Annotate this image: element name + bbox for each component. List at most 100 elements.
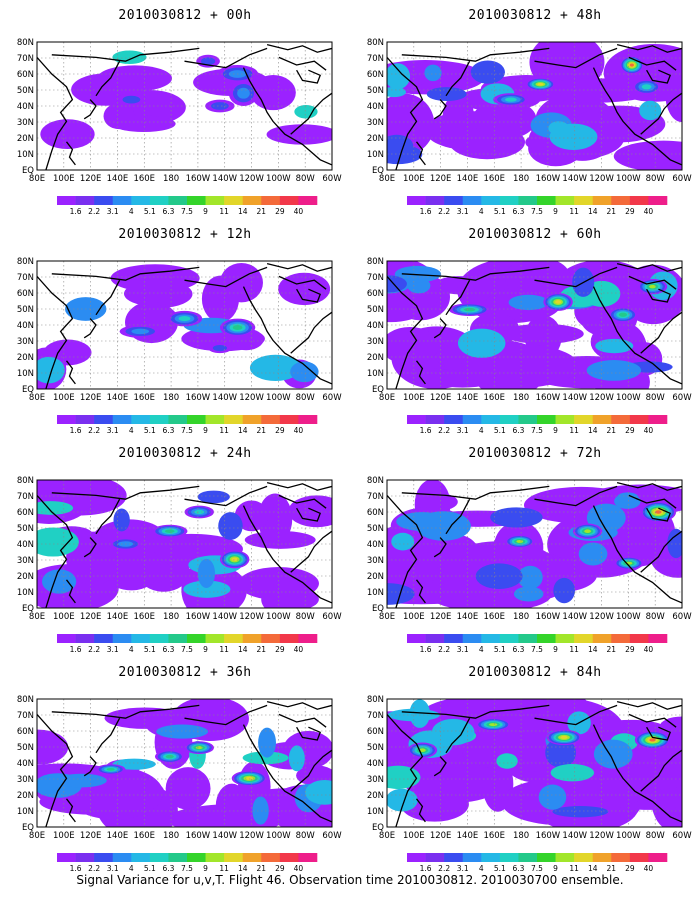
colorbar-swatch [499,415,519,424]
colorbar-label: 6.3 [512,207,524,216]
x-tick-label: 100W [266,831,291,841]
coastline [65,798,76,823]
colorbar-label: 7.5 [531,864,543,873]
x-tick-label: 80E [29,393,45,403]
coastline [65,579,76,604]
y-tick-label: 70N [17,711,34,721]
y-tick-label: 10N [367,369,384,379]
colorbar-label: 4 [479,207,484,216]
colorbar-label: 3.1 [457,645,469,654]
coastline [445,279,471,316]
x-tick-label: 120W [239,393,264,403]
colorbar-label: 1.6 [70,864,82,873]
variance-maximum [201,57,216,66]
colorbar-swatch [57,196,76,205]
colorbar-swatch [537,196,556,205]
variance-field [387,63,411,90]
colorbar-label: 6.3 [162,645,174,654]
variance-maximum [649,284,656,289]
variance-field [110,264,200,293]
y-tick-label: 60N [17,508,34,518]
colorbar-label: 1.6 [70,426,82,435]
colorbar-label: 5.1 [144,645,156,654]
variance-maximum [165,754,174,759]
colorbar-swatch [149,196,169,205]
colorbar-swatch [574,634,594,643]
colorbar-swatch [592,415,612,424]
variance-field [165,767,211,810]
x-tick-label: 140E [457,174,479,184]
coastline [616,262,682,272]
x-tick-label: 180 [163,393,179,403]
panel-title: 2010030812 + 60h [468,227,602,242]
colorbar-label: 3.1 [107,864,119,873]
map-layer [387,261,682,389]
map-layer [37,699,332,827]
coastline [242,286,332,385]
colorbar: 1.6 2.2 3.1 4 5.1 6.3 7.5 9 11 14 21 29 40 [57,634,318,654]
y-tick-label: 20N [367,791,384,801]
y-tick-label: 50N [17,524,34,534]
colorbar-swatch [611,415,631,424]
colorbar-label: 5.1 [144,864,156,873]
colorbar-swatch [648,634,668,643]
x-tick-label: 180 [163,831,179,841]
colorbar-label: 29 [625,864,635,873]
colorbar-swatch [537,634,556,643]
figure-caption: Signal Variance for u,v,T. Flight 46. Ob… [76,873,624,887]
variance-field [37,356,65,384]
panel-title: 2010030812 + 36h [118,665,252,680]
x-tick-label: 120W [589,831,614,841]
variance-field [595,338,634,354]
colorbar-label: 40 [294,426,304,435]
coastline [628,275,677,290]
variance-field [502,323,584,344]
x-tick-label: 100E [403,393,425,403]
variance-field [197,558,216,588]
x-tick-label: 160E [133,831,155,841]
colorbar-label: 6.3 [162,426,174,435]
y-tick-label: 10N [17,369,34,379]
coastline [290,92,332,135]
variance-field [553,577,575,604]
x-tick-label: 60W [672,393,692,403]
x-tick-label: 160W [536,831,561,841]
coastline [296,288,322,303]
colorbar-label: 7.5 [181,864,193,873]
y-tick-label: 60N [17,727,34,737]
colorbar-swatch [224,196,244,205]
colorbar-swatch [224,415,244,424]
map-chart: 80E 100E 120E 140E 160E 180 160W 140W 120W 100W 80… [367,695,692,873]
coastline [401,485,550,500]
coastline [534,47,618,69]
colorbar-swatch [592,853,612,862]
colorbar-swatch [574,196,594,205]
x-tick-label: 160W [536,174,561,184]
coastline [433,99,447,120]
colorbar-label: 1.6 [70,207,82,216]
y-tick-label: 50N [367,86,384,96]
coastline [640,749,682,792]
y-tick-label: 40N [367,759,384,769]
variance-field [639,100,662,121]
x-tick-label: 140E [107,831,129,841]
colorbar-swatch [462,196,482,205]
y-tick-label: 50N [17,743,34,753]
coastline [640,311,682,354]
variance-maximum [122,95,141,104]
variance-field [305,779,332,805]
coastline [242,505,332,604]
colorbar-swatch [555,853,575,862]
variance-field [288,745,305,772]
colorbar-swatch [94,415,114,424]
colorbar: 1.6 2.2 3.1 4 5.1 6.3 7.5 9 11 14 21 29 40 [57,853,318,873]
colorbar-label: 14 [238,645,248,654]
colorbar-label: 3.1 [107,426,119,435]
x-tick-label: 100E [53,174,75,184]
coastline [534,485,618,507]
y-tick-label: 10N [17,150,34,160]
x-tick-label: 100W [616,393,641,403]
y-tick-label: 10N [367,150,384,160]
colorbar-swatch [205,634,225,643]
colorbar-swatch [298,415,318,424]
